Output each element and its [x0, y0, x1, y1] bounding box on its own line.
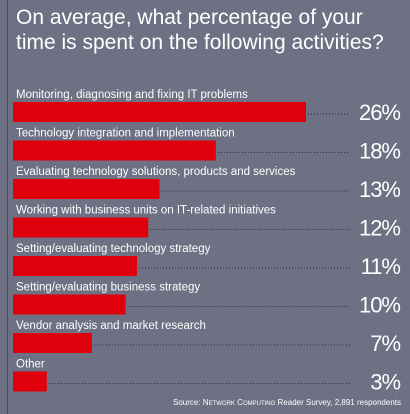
category-label: Monitoring, diagnosing and fixing IT pro…	[16, 89, 248, 101]
value-label: 3%	[370, 370, 400, 395]
value-label: 12%	[359, 216, 400, 241]
bar	[13, 333, 92, 353]
category-label: Technology integration and implementatio…	[16, 128, 235, 140]
source-publication: Network Computing	[202, 398, 276, 407]
bar	[13, 102, 306, 122]
category-label: Setting/evaluating business strategy	[16, 282, 200, 294]
bar	[13, 371, 47, 392]
bar	[13, 256, 137, 276]
category-label: Setting/evaluating technology strategy	[16, 243, 211, 255]
value-label: 26%	[359, 100, 400, 125]
bar	[13, 294, 126, 315]
bar	[13, 140, 216, 161]
source-prefix: Source:	[173, 398, 201, 407]
value-label: 18%	[359, 139, 400, 164]
category-label: Evaluating technology solutions, product…	[16, 166, 296, 178]
left-border-rule	[7, 0, 8, 414]
chart-title: On average, what percentage of your time…	[16, 6, 384, 54]
value-label: 10%	[359, 293, 400, 318]
source-note: Source: Network Computing Reader Survey,…	[173, 398, 401, 408]
value-label: 11%	[361, 254, 401, 279]
bar	[13, 179, 160, 199]
value-label: 7%	[370, 331, 400, 356]
value-label: 13%	[359, 177, 400, 202]
bar	[13, 217, 149, 238]
category-label: Vendor analysis and market research	[16, 320, 206, 332]
category-label: Other	[16, 359, 45, 371]
source-suffix: Reader Survey, 2,891 respondents	[277, 398, 401, 407]
category-label: Working with business units on IT-relate…	[16, 205, 276, 217]
